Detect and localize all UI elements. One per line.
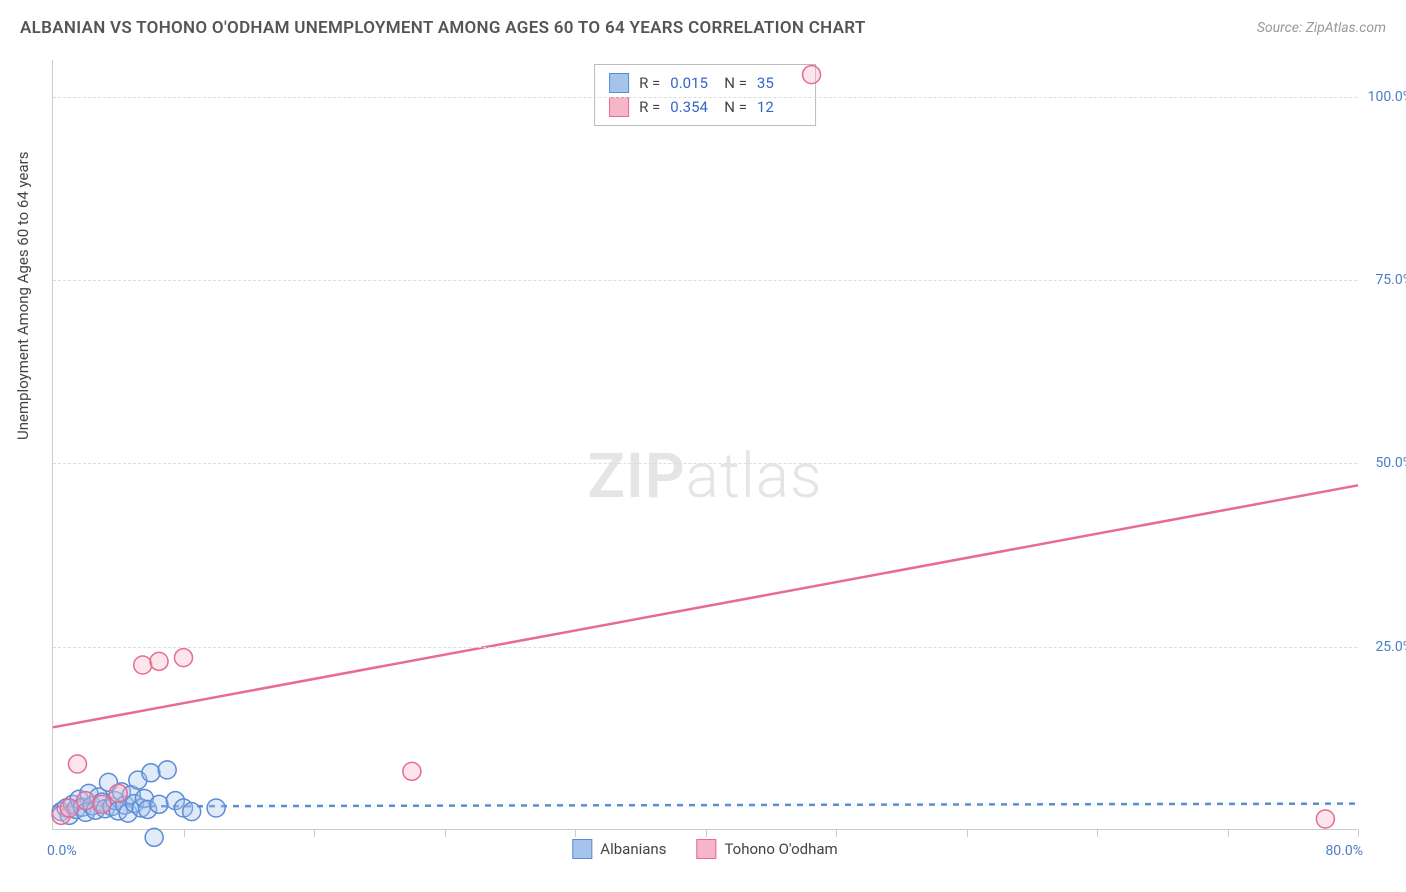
x-tick (706, 829, 707, 837)
legend-swatch (696, 839, 716, 859)
data-point (803, 66, 821, 84)
data-point (150, 795, 168, 813)
data-point (150, 652, 168, 670)
legend-item: Albanians (572, 839, 666, 859)
legend-label: Albanians (600, 840, 666, 858)
data-point (1316, 810, 1334, 828)
x-tick (836, 829, 837, 837)
y-tick-label: 50.0% (1375, 455, 1406, 471)
y-tick-label: 75.0% (1375, 272, 1406, 288)
data-point (207, 799, 225, 817)
legend-swatch (572, 839, 592, 859)
data-point (109, 784, 127, 802)
legend-item: Tohono O'odham (696, 839, 837, 859)
series-legend: Albanians Tohono O'odham (572, 839, 837, 859)
data-point (145, 828, 163, 846)
data-point (134, 656, 152, 674)
chart-plot-area: ZIPatlas R =0.015N =35R =0.354N =12 0.0%… (52, 60, 1357, 830)
y-tick-label: 100.0% (1368, 89, 1406, 105)
legend-label: Tohono O'odham (724, 840, 837, 858)
trend-line (53, 804, 1358, 807)
y-axis-label: Unemployment Among Ages 60 to 64 years (14, 152, 32, 440)
gridline (53, 97, 1357, 98)
data-point (183, 803, 201, 821)
gridline (53, 463, 1357, 464)
scatter-plot-svg (53, 60, 1357, 829)
x-tick (967, 829, 968, 837)
x-axis-start-label: 0.0% (47, 843, 77, 859)
x-tick (445, 829, 446, 837)
data-point (60, 799, 78, 817)
gridline (53, 647, 1357, 648)
source-attribution: Source: ZipAtlas.com (1257, 20, 1386, 36)
data-point (158, 761, 176, 779)
data-point (175, 649, 193, 667)
x-tick (575, 829, 576, 837)
x-tick (184, 829, 185, 837)
data-point (403, 762, 421, 780)
x-tick (1358, 829, 1359, 837)
data-point (142, 764, 160, 782)
x-tick (314, 829, 315, 837)
gridline (53, 280, 1357, 281)
x-axis-end-label: 80.0% (1325, 843, 1363, 859)
chart-title: ALBANIAN VS TOHONO O'ODHAM UNEMPLOYMENT … (20, 18, 866, 38)
x-tick (1097, 829, 1098, 837)
trend-line (53, 485, 1358, 727)
x-tick (1228, 829, 1229, 837)
data-point (77, 792, 95, 810)
y-tick-label: 25.0% (1375, 639, 1406, 655)
data-point (93, 795, 111, 813)
data-point (68, 755, 86, 773)
